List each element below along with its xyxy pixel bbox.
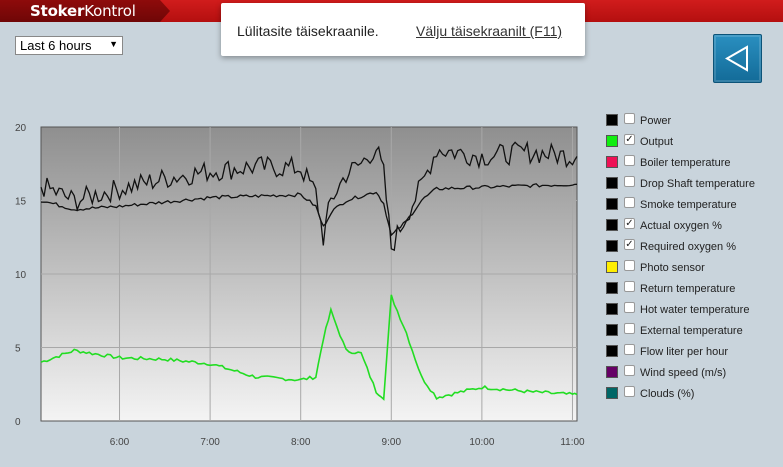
legend-swatch — [606, 261, 618, 273]
legend-label: Power — [640, 115, 672, 127]
legend-label: Required oxygen % — [640, 241, 737, 253]
legend-swatch — [606, 324, 618, 336]
x-tick-label: 7:00 — [200, 437, 220, 448]
x-tick-label: 8:00 — [291, 437, 311, 448]
legend-item[interactable]: Return temperature — [604, 280, 783, 298]
legend-label: Smoke temperature — [640, 199, 737, 211]
legend-checkbox[interactable]: ✓ — [624, 239, 635, 250]
y-tick-label: 0 — [15, 417, 21, 428]
legend-label: Photo sensor — [640, 262, 705, 274]
legend-swatch — [606, 198, 618, 210]
legend-swatch — [606, 366, 618, 378]
series-lines — [40, 140, 578, 401]
legend-swatch — [606, 282, 618, 294]
legend-checkbox[interactable] — [624, 386, 635, 397]
series-line-required-oxygen — [40, 183, 578, 237]
legend-checkbox[interactable] — [624, 323, 635, 334]
logo-tab[interactable]: StokerKontrol — [0, 0, 170, 22]
play-back-icon — [724, 45, 748, 72]
x-axis: 6:00 7:00 8:00 9:00 10:00 11:00 — [110, 437, 585, 448]
legend-item[interactable]: ✓ Output — [604, 133, 783, 151]
legend-item[interactable]: Boiler temperature — [604, 154, 783, 172]
legend-swatch — [606, 240, 618, 252]
legend-checkbox[interactable] — [624, 365, 635, 376]
legend-swatch — [606, 345, 618, 357]
series-line-output — [40, 294, 578, 401]
time-range-select[interactable]: Last 6 hours ▼ — [15, 36, 123, 55]
legend-item[interactable]: Clouds (%) — [604, 385, 783, 403]
legend-item[interactable]: Smoke temperature — [604, 196, 783, 214]
legend-label: Actual oxygen % — [640, 220, 722, 232]
legend-item[interactable]: ✓ Required oxygen % — [604, 238, 783, 256]
legend-checkbox[interactable] — [624, 113, 635, 124]
legend-item[interactable]: Wind speed (m/s) — [604, 364, 783, 382]
legend-label: Return temperature — [640, 283, 736, 295]
legend-label: Wind speed (m/s) — [640, 367, 727, 379]
legend-item[interactable]: External temperature — [604, 322, 783, 340]
legend-label: Clouds (%) — [640, 388, 695, 400]
legend-swatch — [606, 114, 618, 126]
x-tick-label: 9:00 — [382, 437, 402, 448]
legend-item[interactable]: Power — [604, 112, 783, 130]
legend-label: External temperature — [640, 325, 743, 337]
legend-checkbox[interactable]: ✓ — [624, 134, 635, 145]
legend-swatch — [606, 177, 618, 189]
legend-label: Hot water temperature — [640, 304, 750, 316]
legend-label: Flow liter per hour — [640, 346, 729, 358]
y-tick-label: 10 — [15, 270, 27, 281]
x-tick-label: 11:00 — [560, 437, 585, 448]
legend-label: Output — [640, 136, 674, 148]
legend-item[interactable]: Flow liter per hour — [604, 343, 783, 361]
chevron-down-icon: ▼ — [109, 39, 118, 49]
legend-swatch — [606, 219, 618, 231]
legend-swatch — [606, 156, 618, 168]
legend-label: Drop Shaft temperature — [640, 178, 755, 190]
y-tick-label: 20 — [15, 123, 27, 134]
fullscreen-message: Lülitasite täisekraanile. — [237, 23, 379, 39]
grid-lines — [41, 127, 577, 421]
legend-swatch — [606, 135, 618, 147]
legend-checkbox[interactable] — [624, 302, 635, 313]
legend-checkbox[interactable] — [624, 344, 635, 355]
legend-item[interactable]: Drop Shaft temperature — [604, 175, 783, 193]
y-tick-label: 15 — [15, 197, 27, 208]
legend-checkbox[interactable] — [624, 197, 635, 208]
legend-item[interactable]: Hot water temperature — [604, 301, 783, 319]
series-line-actual-oxygen — [40, 140, 578, 252]
legend-checkbox[interactable] — [624, 176, 635, 187]
y-tick-label: 5 — [15, 344, 21, 355]
legend-swatch — [606, 303, 618, 315]
legend-item[interactable]: Photo sensor — [604, 259, 783, 277]
output-oxygen-chart: 20 15 10 5 0 6:00 7:00 8:00 9:00 10:00 11:00 — [15, 123, 585, 448]
time-range-value: Last 6 hours — [20, 38, 92, 53]
legend-swatch — [606, 387, 618, 399]
x-tick-label: 6:00 — [110, 437, 130, 448]
legend-item[interactable]: ✓ Actual oxygen % — [604, 217, 783, 235]
app-logo: StokerKontrol — [30, 2, 136, 20]
legend-label: Boiler temperature — [640, 157, 731, 169]
back-button[interactable] — [713, 34, 762, 83]
fullscreen-notice: Lülitasite täisekraanile. Välju täisekra… — [221, 3, 585, 56]
exit-fullscreen-link[interactable]: Välju täisekraanilt (F11) — [416, 23, 563, 39]
x-tick-label: 10:00 — [469, 437, 494, 448]
y-axis: 20 15 10 5 0 — [15, 123, 27, 428]
legend-checkbox[interactable] — [624, 260, 635, 271]
legend-checkbox[interactable] — [624, 155, 635, 166]
legend-checkbox[interactable] — [624, 281, 635, 292]
legend-checkbox[interactable]: ✓ — [624, 218, 635, 229]
